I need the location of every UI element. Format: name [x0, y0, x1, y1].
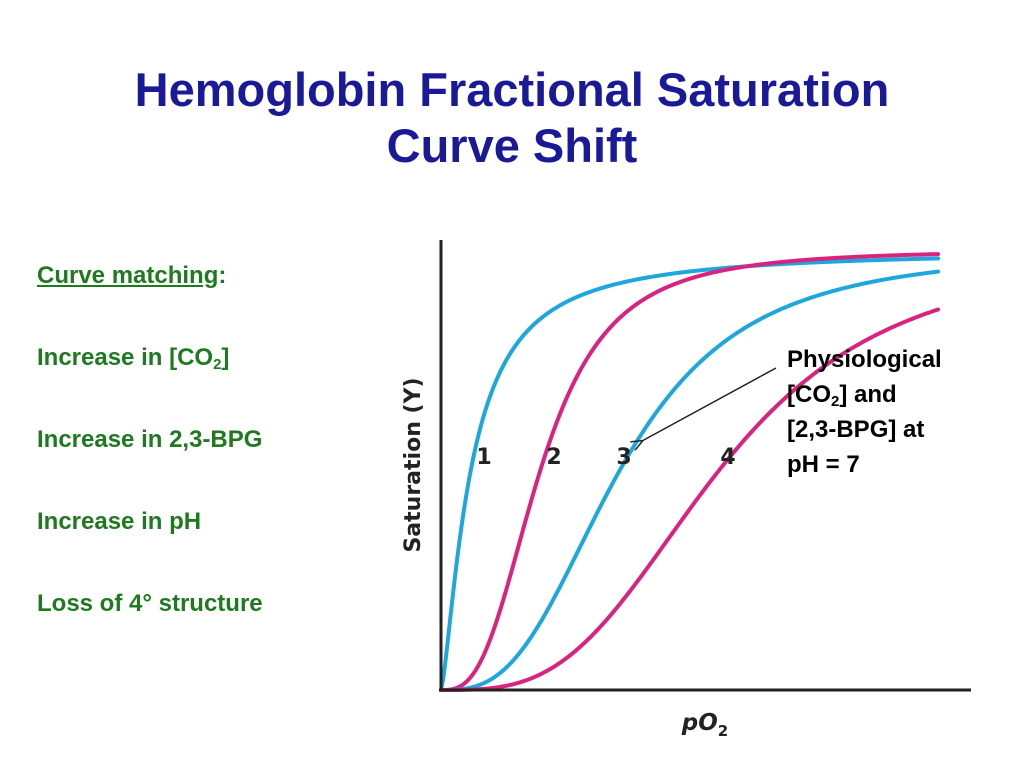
x-axis-label-sub: 2: [718, 722, 728, 740]
curve-label-1: 1: [476, 445, 491, 470]
saturation-curve-3: [439, 269, 940, 692]
x-axis-label-main: pO: [681, 710, 718, 736]
factor-ph: Increase in pH: [37, 508, 202, 535]
y-axis-label: Saturation (Y): [401, 377, 426, 552]
annotation-line-2-pre: [CO: [787, 381, 831, 408]
curve-label-2: 2: [546, 445, 561, 470]
curve-matching-heading-text: Curve matching: [37, 262, 219, 289]
curve-label-3: 3: [616, 445, 631, 470]
saturation-curve-2: [439, 252, 940, 692]
factor-co2-text: Increase in [CO: [37, 344, 214, 371]
curve-label-4: 4: [720, 445, 735, 470]
annotation-line-2-sub: 2: [831, 393, 840, 410]
saturation-curve-4: [439, 307, 940, 692]
title-line-2: Curve Shift: [386, 119, 638, 172]
physiological-annotation: Physiological [CO2] and [2,3-BPG] at pH …: [787, 342, 942, 482]
annotation-line-2-post: ] and: [839, 381, 897, 408]
x-axis-label: pO2: [681, 710, 728, 740]
factor-bpg: Increase in 2,3-BPG: [37, 426, 263, 453]
factor-co2-after: ]: [221, 344, 230, 371]
annotation-line-2: [CO2] and: [787, 377, 942, 412]
annotation-line-4: pH = 7: [787, 451, 860, 478]
curves-group: [439, 252, 940, 692]
factor-co2-sub: 2: [213, 356, 222, 373]
factor-co2: Increase in [CO2]: [37, 344, 229, 372]
annotation-line-3: [2,3-BPG] at: [787, 416, 925, 443]
factor-quaternary-structure: Loss of 4° structure: [37, 590, 263, 617]
title-line-1: Hemoglobin Fractional Saturation: [134, 63, 890, 116]
saturation-curve-1: [439, 256, 940, 692]
annotation-line-1: Physiological: [787, 346, 942, 373]
curve-matching-heading-colon: :: [218, 262, 227, 289]
curve-matching-heading: Curve matching:: [37, 262, 226, 290]
annotation-arrow: [642, 367, 777, 441]
slide-title: Hemoglobin Fractional Saturation Curve S…: [0, 62, 1024, 174]
